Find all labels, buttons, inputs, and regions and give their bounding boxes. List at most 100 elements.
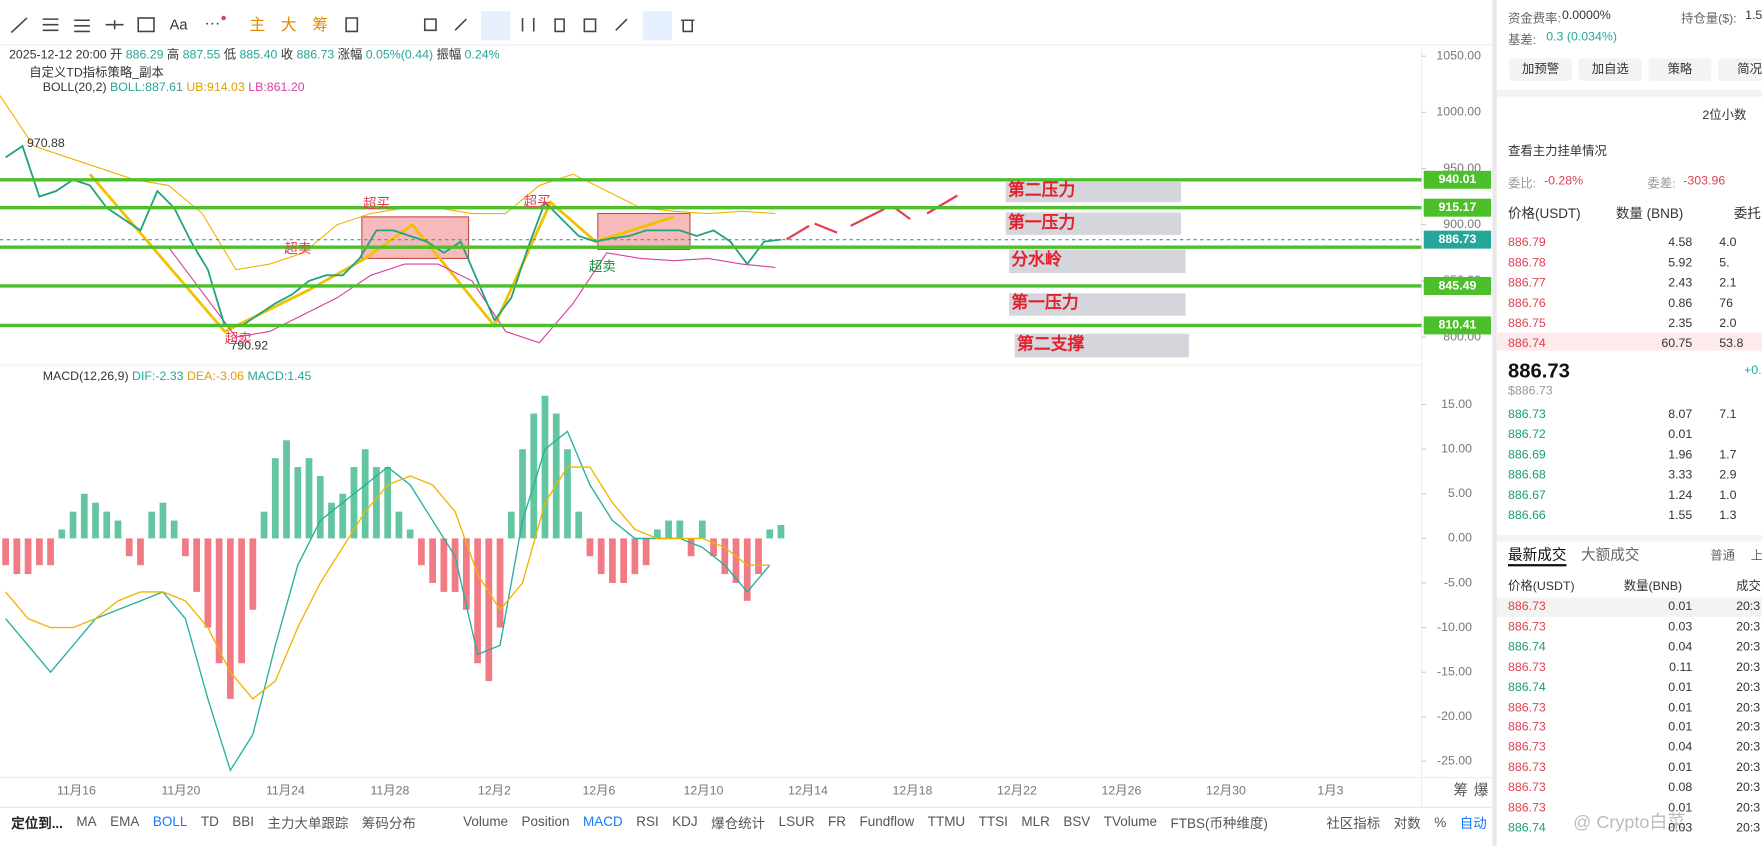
macd-name: MACD(12,26,9) [42, 369, 129, 384]
value: -303.96 [1683, 174, 1726, 188]
macd-bar [721, 538, 729, 575]
qty: 1.55 [1668, 509, 1693, 523]
indicator[interactable]: LSUR [778, 812, 815, 829]
qty: 0.03 [1668, 821, 1693, 835]
button[interactable]: 策略 [1648, 58, 1712, 81]
x-tick-label: 12月6 [582, 783, 615, 797]
price: 886.73 [1508, 600, 1546, 614]
x-tick-label: 12月18 [893, 783, 933, 797]
filter: 上 [1750, 549, 1762, 563]
decimals[interactable]: 2位小数 [1702, 108, 1747, 123]
macd-bar [249, 538, 257, 610]
y-tick-label: -10.00 [1437, 620, 1472, 634]
indicator[interactable]: TD [200, 812, 219, 829]
indicator[interactable]: RSI [636, 812, 659, 829]
qty: 0.08 [1668, 781, 1693, 795]
indicator-list: MA EMA BOLL TD BBI 主力大单跟踪 筹码分布 Volume Position MA… [76, 813, 1267, 832]
tab[interactable]: 最新成交 [1508, 543, 1567, 567]
indicator[interactable]: BSV [1063, 812, 1091, 829]
x-tick-label: 12月30 [1206, 783, 1246, 797]
indicator[interactable]: Position [521, 812, 570, 829]
log[interactable]: 对数 [1393, 815, 1421, 831]
tool-more[interactable]: ··· [205, 15, 221, 32]
time: 20:3 [1736, 620, 1761, 634]
toolbar-bg [0, 0, 1495, 45]
macd-bar [373, 467, 380, 539]
level-tag [1423, 198, 1492, 217]
total: 7.1 [1719, 407, 1737, 422]
tool-active[interactable] [480, 11, 511, 41]
locate[interactable]: 定位到... [11, 815, 63, 831]
qty: 0.01 [1668, 801, 1693, 815]
price: 886.74 [1508, 680, 1546, 694]
tool-active[interactable] [642, 11, 672, 41]
tool-text[interactable]: 大 [281, 16, 297, 34]
indicator[interactable]: MACD [583, 812, 623, 829]
total: 53.8 [1719, 337, 1744, 351]
boll-lb [168, 246, 776, 344]
tool-text[interactable]: 筹 [312, 16, 328, 34]
indicator[interactable]: FTBS(币种维度) [1170, 815, 1268, 831]
macd-bar [215, 538, 223, 664]
level-label: 915.17 [1439, 200, 1477, 214]
button[interactable]: 加预警 [1509, 58, 1573, 81]
dif-line [5, 430, 771, 772]
macd-bar [283, 440, 290, 539]
community[interactable]: 社区指标 [1326, 815, 1381, 831]
info-value: 886.29 [125, 48, 164, 62]
label: 基差: [1508, 33, 1537, 48]
macd-bar [597, 538, 605, 575]
indicator[interactable]: Volume [463, 812, 509, 829]
button[interactable]: 简况 [1718, 58, 1762, 81]
annotation: 第一压力 [1008, 212, 1075, 232]
strategy-name[interactable]: 自定义TD指标策略_副本 [29, 66, 164, 80]
qty: 8.07 [1668, 407, 1693, 422]
macd-bar [69, 511, 77, 539]
indicator[interactable]: Fundflow [859, 812, 915, 829]
price: 886.75 [1508, 316, 1546, 331]
macd-bar [159, 502, 167, 539]
signal-label: 超卖 [589, 259, 616, 274]
tool-text[interactable]: 主 [249, 16, 265, 34]
level-label: 845.49 [1439, 278, 1477, 292]
boll-mid: BOLL:887.61 [110, 80, 183, 95]
auto[interactable]: 自动 [1459, 815, 1487, 831]
indicator[interactable]: 爆仓统计 [711, 815, 766, 831]
indicator-bar: 定位到... MA EMA BOLL TD BBI 主力大单跟踪 筹码分布 Volume Pos… [0, 806, 1495, 838]
indicator[interactable]: 筹码分布 [361, 815, 416, 831]
y-tick-label: 10.00 [1441, 441, 1472, 455]
time: 20:3 [1736, 600, 1761, 614]
tab[interactable]: 大额成交 [1581, 546, 1640, 563]
info-label: 开 [109, 48, 123, 62]
info-label: 低 [223, 48, 237, 62]
tool-text[interactable]: Aa [170, 18, 189, 34]
time: 20:3 [1736, 760, 1761, 775]
trade-highlight [1496, 597, 1762, 617]
macd-bar [743, 538, 751, 601]
header: 价格(USDT) [1508, 579, 1575, 594]
percent[interactable]: % [1434, 814, 1447, 831]
indicator[interactable]: TVolume [1103, 812, 1158, 829]
info-date: 2025-12-12 20:00 [8, 48, 107, 62]
level-tag [1423, 316, 1492, 335]
indicator[interactable]: MLR [1021, 812, 1050, 829]
chart: Aa ··· 主 大 筹 1050.001000.00950.00900.008… [0, 0, 1495, 807]
indicator[interactable]: EMA [110, 812, 140, 829]
indicator[interactable]: BOLL [152, 812, 188, 829]
qty: 0.86 [1668, 296, 1693, 311]
indicator[interactable]: BBI [232, 812, 255, 829]
button[interactable]: 加自选 [1578, 58, 1642, 81]
indicator[interactable]: TTMU [927, 812, 966, 829]
indicator[interactable]: TTSI [978, 812, 1008, 829]
indicator[interactable]: 主力大单跟踪 [267, 815, 349, 831]
qty: 4.58 [1668, 235, 1693, 250]
time: 20:3 [1736, 700, 1761, 715]
total: 1.7 [1719, 448, 1737, 462]
indicator[interactable]: MA [76, 812, 97, 829]
indicator[interactable]: FR [828, 812, 847, 829]
x-tick-label: 11月20 [161, 783, 200, 797]
macd-bar [13, 538, 21, 575]
link[interactable]: 查看主力挂单情况 [1508, 144, 1607, 159]
indicator[interactable]: KDJ [672, 812, 698, 829]
